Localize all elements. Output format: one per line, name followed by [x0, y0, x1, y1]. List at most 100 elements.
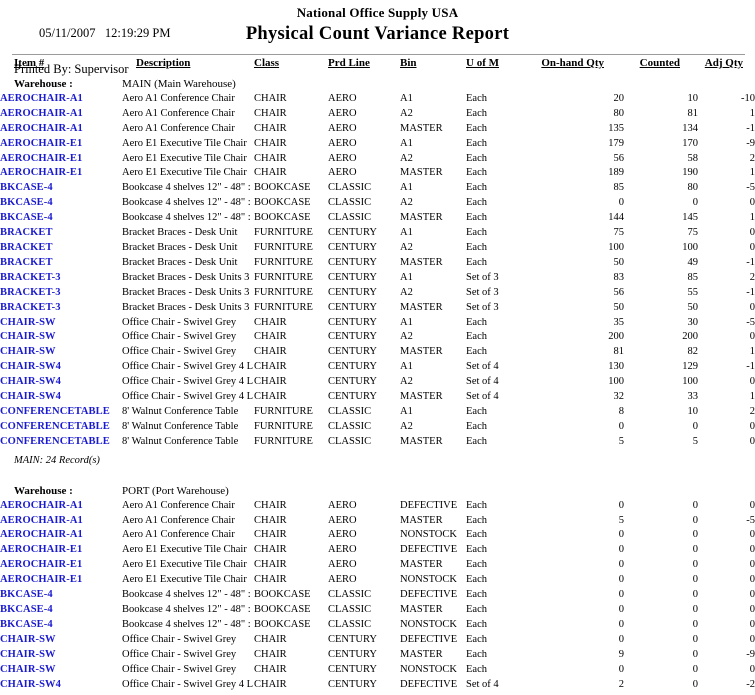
cell-prd-line: CLASSIC: [328, 405, 372, 417]
cell-item-number[interactable]: CHAIR-SW4: [0, 678, 61, 690]
cell-onhand-qty: 0: [618, 544, 624, 556]
cell-counted-qty: 0: [692, 559, 698, 571]
cell-onhand-qty: 32: [613, 391, 625, 403]
cell-counted-qty: 85: [687, 271, 699, 283]
cell-item-number[interactable]: CONFERENCETABLE: [0, 405, 110, 417]
column-header-uom[interactable]: U of M: [466, 57, 499, 69]
cell-item-number[interactable]: BKCASE-4: [0, 618, 53, 630]
cell-prd-line: CENTURY: [328, 256, 378, 268]
cell-item-number[interactable]: BRACKET: [0, 241, 53, 253]
table-row: BRACKET-3 Bracket Braces - Desk Units 3 FU…: [0, 271, 755, 286]
cell-item-number[interactable]: AEROCHAIR-E1: [0, 137, 83, 149]
cell-item-number[interactable]: AEROCHAIR-E1: [0, 574, 83, 586]
cell-onhand-qty: 0: [618, 663, 624, 675]
cell-item-number[interactable]: BRACKET: [0, 256, 53, 268]
cell-onhand-qty: 85: [613, 182, 625, 194]
header-divider: [12, 54, 745, 55]
cell-uom: Set of 4: [466, 391, 499, 403]
cell-item-number[interactable]: CHAIR-SW: [0, 663, 56, 675]
cell-bin: MASTER: [400, 435, 443, 447]
cell-description: Aero E1 Executive Tile Chair: [122, 574, 247, 586]
cell-item-number[interactable]: AEROCHAIR-A1: [0, 122, 83, 134]
warehouse-name: PORT (Port Warehouse): [122, 484, 229, 497]
column-header-counted[interactable]: Counted: [639, 57, 680, 69]
cell-counted-qty: 81: [687, 107, 699, 119]
cell-counted-qty: 0: [692, 678, 698, 690]
cell-uom: Each: [466, 227, 487, 239]
cell-item-number[interactable]: AEROCHAIR-A1: [0, 499, 83, 511]
cell-onhand-qty: 9: [618, 648, 624, 660]
cell-prd-line: CENTURY: [328, 391, 378, 403]
cell-counted-qty: 129: [682, 361, 698, 373]
cell-bin: A1: [400, 361, 413, 373]
cell-item-number[interactable]: BKCASE-4: [0, 197, 53, 209]
cell-item-number[interactable]: CHAIR-SW4: [0, 361, 61, 373]
cell-class: BOOKCASE: [254, 212, 311, 224]
cell-onhand-qty: 50: [613, 301, 625, 313]
cell-adj-qty: 0: [749, 633, 755, 645]
table-row: CHAIR-SW Office Chair - Swivel Grey CHAIR C…: [0, 345, 755, 360]
cell-item-number[interactable]: CHAIR-SW: [0, 316, 56, 328]
cell-item-number[interactable]: BKCASE-4: [0, 604, 53, 615]
cell-item-number[interactable]: AEROCHAIR-E1: [0, 559, 83, 571]
cell-item-number[interactable]: AEROCHAIR-A1: [0, 529, 83, 541]
cell-item-number[interactable]: BKCASE-4: [0, 589, 53, 601]
cell-item-number[interactable]: CHAIR-SW: [0, 648, 56, 660]
cell-item-number[interactable]: CONFERENCETABLE: [0, 420, 110, 432]
cell-description: Aero A1 Conference Chair: [122, 529, 235, 541]
cell-item-number[interactable]: BKCASE-4: [0, 212, 53, 224]
cell-item-number[interactable]: CONFERENCETABLE: [0, 435, 110, 447]
cell-item-number[interactable]: AEROCHAIR-E1: [0, 167, 83, 179]
table-row: CHAIR-SW Office Chair - Swivel Grey CHAIR C…: [0, 633, 755, 648]
cell-class: BOOKCASE: [254, 604, 311, 615]
column-header-bin[interactable]: Bin: [400, 57, 417, 69]
cell-counted-qty: 0: [692, 499, 698, 511]
header-left-block: 05/11/2007 12:19:29 PM Printed By: Super…: [14, 6, 171, 78]
cell-item-number[interactable]: AEROCHAIR-A1: [0, 92, 83, 104]
cell-item-number[interactable]: BRACKET: [0, 227, 53, 239]
cell-bin: DEFECTIVE: [400, 633, 458, 645]
cell-class: FURNITURE: [254, 301, 313, 313]
cell-item-number[interactable]: CHAIR-SW: [0, 633, 56, 645]
cell-counted-qty: 75: [687, 227, 699, 239]
cell-bin: A2: [400, 376, 413, 388]
cell-class: CHAIR: [254, 376, 287, 388]
cell-counted-qty: 10: [687, 405, 699, 417]
section-record-count: MAIN: 24 Record(s): [14, 454, 100, 466]
cell-prd-line: CENTURY: [328, 316, 378, 328]
cell-class: CHAIR: [254, 514, 287, 526]
cell-item-number[interactable]: CHAIR-SW: [0, 346, 56, 358]
column-header-class[interactable]: Class: [254, 57, 280, 69]
table-row: BRACKET Bracket Braces - Desk Unit FURNITU…: [0, 226, 755, 241]
cell-class: FURNITURE: [254, 256, 313, 268]
cell-description: 8' Walnut Conference Table: [122, 420, 239, 432]
cell-item-number[interactable]: BRACKET-3: [0, 271, 61, 283]
column-header-description[interactable]: Description: [136, 57, 191, 69]
cell-item-number[interactable]: CHAIR-SW4: [0, 376, 61, 388]
cell-prd-line: CENTURY: [328, 331, 378, 343]
cell-item-number[interactable]: CHAIR-SW4: [0, 391, 61, 403]
column-header-adj-qty[interactable]: Adj Qty: [704, 57, 743, 69]
cell-onhand-qty: 35: [613, 316, 625, 328]
cell-onhand-qty: 189: [608, 167, 624, 179]
table-row: AEROCHAIR-E1 Aero E1 Executive Tile Chair…: [0, 152, 755, 167]
column-header-prd-line[interactable]: Prd Line: [328, 57, 370, 69]
cell-item-number[interactable]: BRACKET-3: [0, 301, 61, 313]
cell-counted-qty: 82: [687, 346, 699, 358]
cell-item-number[interactable]: AEROCHAIR-E1: [0, 544, 83, 556]
cell-item-number[interactable]: AEROCHAIR-A1: [0, 107, 83, 119]
column-header-onhand-qty[interactable]: On-hand Qty: [541, 57, 604, 69]
cell-counted-qty: 5: [692, 435, 698, 447]
cell-description: Office Chair - Swivel Grey: [122, 346, 237, 358]
cell-prd-line: CENTURY: [328, 376, 378, 388]
print-datetime: 05/11/2007 12:19:29 PM: [14, 6, 171, 60]
cell-item-number[interactable]: AEROCHAIR-E1: [0, 152, 83, 164]
cell-uom: Set of 3: [466, 271, 499, 283]
column-header-item[interactable]: Item #: [14, 57, 45, 69]
cell-item-number[interactable]: CHAIR-SW: [0, 331, 56, 343]
cell-bin: MASTER: [400, 559, 443, 571]
cell-item-number[interactable]: AEROCHAIR-A1: [0, 514, 83, 526]
cell-counted-qty: 10: [687, 92, 699, 104]
cell-item-number[interactable]: BKCASE-4: [0, 182, 53, 194]
cell-item-number[interactable]: BRACKET-3: [0, 286, 61, 298]
